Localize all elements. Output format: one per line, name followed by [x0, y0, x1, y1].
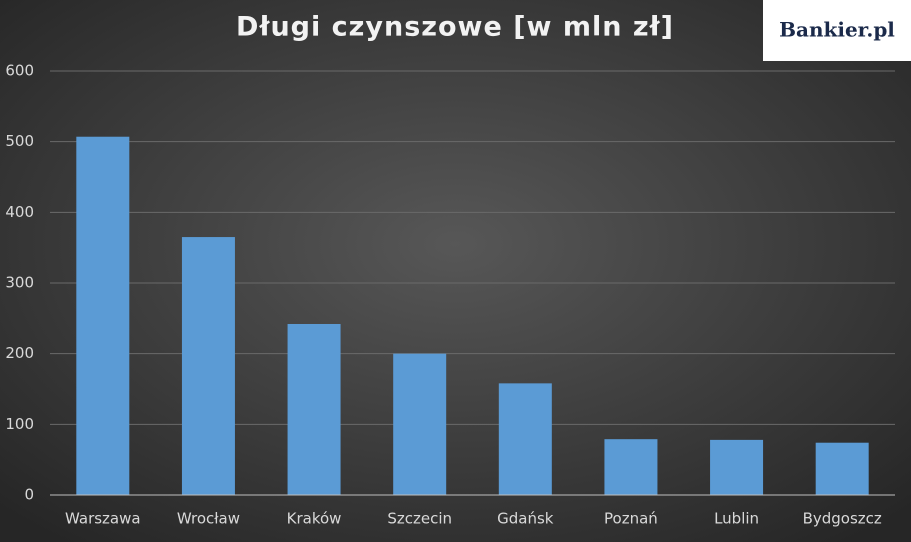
x-tick-label: Wrocław	[177, 510, 240, 528]
x-tick-label: Gdańsk	[497, 510, 554, 528]
bar	[498, 383, 552, 495]
x-tick-label: Szczecin	[387, 510, 452, 528]
y-tick-label: 300	[5, 274, 34, 292]
bar	[287, 323, 341, 495]
x-tick-label: Bydgoszcz	[803, 510, 882, 528]
bar	[393, 353, 447, 495]
y-tick-label: 400	[5, 203, 34, 221]
bar	[815, 442, 869, 495]
bar	[710, 439, 764, 495]
x-tick-label: Kraków	[287, 510, 342, 528]
bar	[181, 237, 235, 496]
bar	[604, 439, 658, 495]
x-tick-label: Poznań	[604, 510, 658, 528]
y-tick-label: 200	[5, 344, 34, 362]
y-tick-label: 500	[5, 132, 34, 150]
logo: Bankier.pl	[779, 18, 895, 42]
y-tick-label: 100	[5, 415, 34, 433]
chart-title: Długi czynszowe [w mln zł]	[236, 12, 674, 43]
logo-box	[763, 0, 911, 61]
y-tick-label: 0	[24, 486, 34, 504]
y-tick-label: 600	[5, 62, 34, 80]
bar	[76, 136, 130, 495]
x-tick-label: Warszawa	[65, 510, 141, 528]
x-tick-label: Lublin	[714, 510, 759, 528]
